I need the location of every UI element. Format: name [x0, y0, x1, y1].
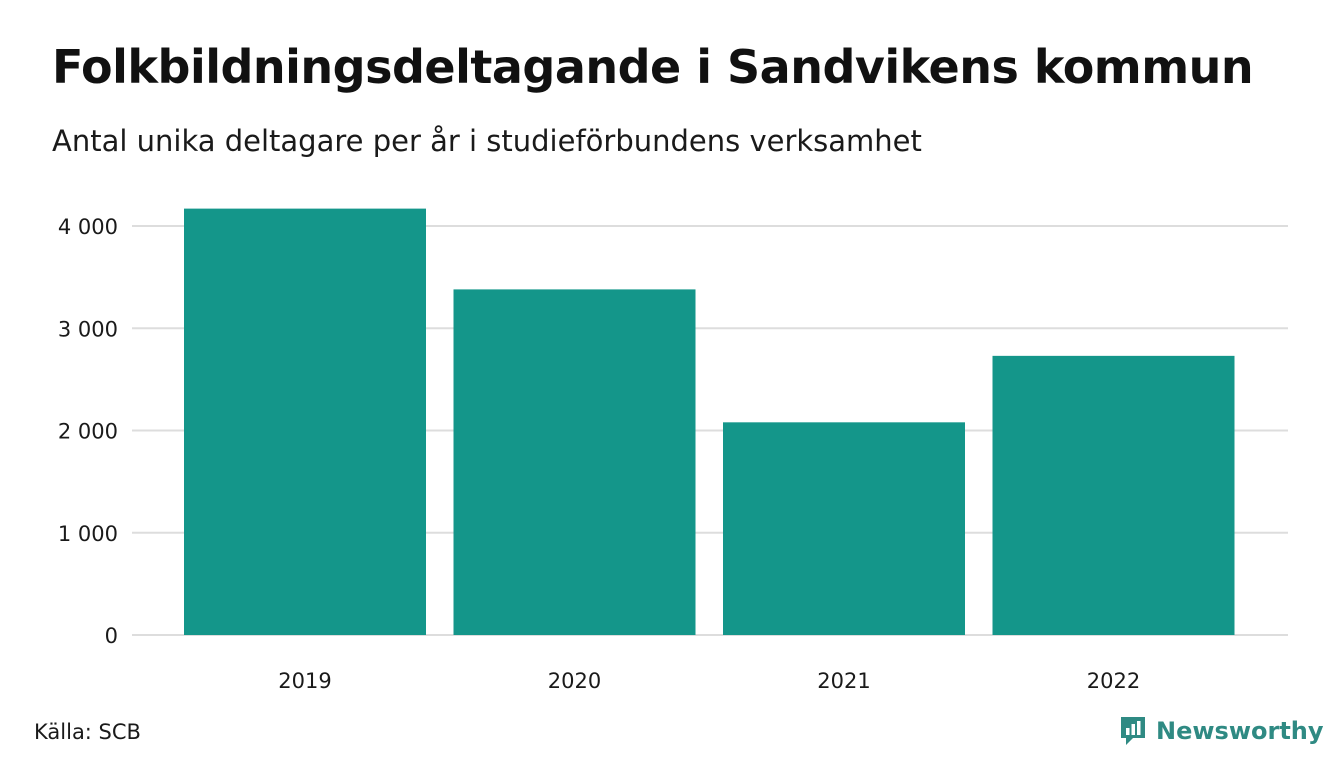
chart-subtitle: Antal unika deltagare per år i studieför…: [52, 124, 922, 158]
newsworthy-logo-icon: [1121, 717, 1145, 745]
chart-title: Folkbildningsdeltagande i Sandvikens kom…: [52, 40, 1254, 94]
x-axis-ticks: 2019 2020 2021 2022: [278, 669, 1140, 693]
bar-2021: [723, 422, 965, 635]
x-tick-label-2021: 2021: [817, 669, 870, 693]
bar-2022: [992, 355, 1235, 635]
bar-2020: [453, 289, 696, 635]
y-tick-label: 3 000: [58, 317, 118, 341]
y-tick-label: 2 000: [58, 420, 118, 444]
y-axis-ticks: 0 1 000 2 000 3 000 4 000: [58, 215, 118, 648]
x-tick-label-2019: 2019: [278, 669, 331, 693]
y-tick-label: 0: [105, 624, 118, 648]
source-note: Källa: SCB: [34, 720, 141, 744]
bars: [184, 208, 1235, 635]
brand-logo: Newsworthy: [1118, 714, 1324, 748]
y-tick-label: 4 000: [58, 215, 118, 239]
x-tick-label-2020: 2020: [548, 669, 601, 693]
x-tick-label-2022: 2022: [1087, 669, 1140, 693]
bar-2019: [184, 208, 426, 635]
brand-name: Newsworthy: [1156, 717, 1324, 745]
y-tick-label: 1 000: [58, 522, 118, 546]
